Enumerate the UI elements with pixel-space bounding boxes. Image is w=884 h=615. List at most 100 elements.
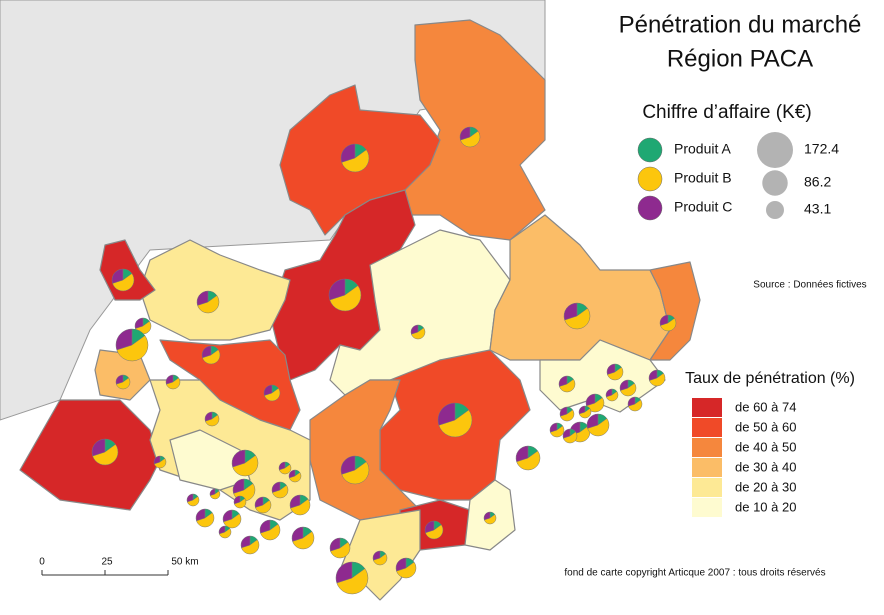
pie — [619, 379, 637, 397]
class-label: de 50 à 60 — [735, 419, 796, 434]
pie-slice — [205, 414, 220, 427]
region — [159, 339, 301, 431]
pie-slice — [112, 273, 135, 292]
pie-slice — [218, 525, 226, 535]
pie — [263, 384, 281, 402]
pie-slice — [341, 461, 370, 485]
size-legend-title: Chiffre d’affaire (K€) — [642, 102, 811, 123]
pie — [586, 413, 610, 437]
pie-slice — [201, 345, 212, 359]
pie-slice — [92, 444, 119, 466]
pie-slice — [153, 458, 167, 469]
pie-slice — [340, 143, 356, 163]
source: Source : Données fictives — [753, 280, 866, 291]
pie-slice — [111, 268, 124, 284]
pie-slice — [459, 126, 471, 141]
region — [139, 239, 291, 341]
pie-slice — [648, 369, 658, 381]
scale-label: 50 km — [171, 557, 198, 568]
product-label: Produit B — [674, 170, 732, 186]
pie-slice — [240, 535, 251, 549]
pie-slice — [186, 496, 200, 507]
pie-slice — [116, 377, 131, 390]
pie-slice — [330, 541, 351, 559]
pie-slice — [289, 494, 301, 509]
title: Région PACA — [667, 45, 813, 72]
pie-slice — [660, 317, 677, 332]
pie-slice — [290, 498, 311, 516]
pie-slice — [438, 409, 473, 438]
pie-slice — [578, 405, 586, 415]
neighbour-area — [0, 0, 546, 421]
pie — [549, 422, 565, 438]
pie-slice — [209, 488, 216, 496]
pie-slice — [425, 524, 444, 540]
pie — [410, 324, 426, 340]
pie — [605, 388, 619, 402]
pie — [240, 535, 260, 555]
class-label: de 40 à 50 — [735, 439, 796, 454]
pie-slice — [291, 526, 304, 542]
pie-slice — [241, 539, 260, 555]
pie-slice — [373, 553, 388, 566]
pie — [271, 481, 289, 499]
pie-slice — [336, 568, 369, 595]
class-swatch — [692, 398, 722, 417]
pie-slice — [659, 314, 669, 326]
pie — [91, 438, 119, 466]
pie-slice — [255, 499, 272, 514]
region — [19, 399, 161, 511]
pie-slice — [263, 384, 273, 396]
class-label: de 60 à 74 — [735, 399, 796, 414]
copyright: fond de carte copyright Articque 2007 : … — [564, 568, 825, 579]
pie-slice — [411, 327, 426, 340]
size-label: 43.1 — [804, 201, 831, 217]
pie-slice — [607, 366, 624, 381]
pie — [278, 461, 292, 475]
pie-slice — [166, 377, 181, 390]
pie-slice — [329, 285, 362, 312]
pie-slice — [424, 520, 435, 534]
pie-slice — [460, 130, 481, 148]
pie-slice — [619, 379, 629, 391]
pie — [328, 278, 362, 312]
size-circle — [757, 132, 793, 168]
size-circle — [766, 201, 784, 219]
pie — [515, 445, 541, 471]
region — [649, 261, 701, 361]
pie — [201, 345, 221, 365]
class-swatch — [692, 438, 722, 457]
pie-slice — [410, 324, 419, 335]
class-label: de 20 à 30 — [735, 479, 796, 494]
pie-slice — [222, 509, 233, 523]
scale-bar: 0 25 50 km — [39, 557, 199, 576]
pie-slice — [515, 445, 529, 463]
pie-slice — [586, 413, 599, 429]
size-label: 86.2 — [804, 174, 831, 190]
pie — [483, 511, 497, 525]
pie-slice — [115, 374, 124, 385]
pie-slice — [627, 396, 636, 407]
region — [539, 339, 666, 413]
pie — [558, 375, 576, 393]
pie — [459, 126, 481, 148]
pie-slice — [197, 295, 220, 314]
pie — [195, 508, 215, 528]
pie — [578, 405, 592, 419]
pie — [291, 526, 315, 550]
pie-slice — [232, 478, 245, 494]
pie-slice — [153, 455, 161, 465]
pie — [153, 455, 167, 469]
product-swatch — [637, 166, 663, 192]
pie-slice — [204, 411, 213, 422]
pie-slice — [562, 428, 571, 439]
pie — [233, 495, 247, 509]
pie — [585, 393, 605, 413]
pie-slice — [558, 375, 568, 387]
pie-slice — [395, 557, 407, 572]
pie-slice — [278, 464, 292, 475]
pie-slice — [578, 408, 592, 419]
pie-slice — [649, 372, 666, 387]
pie — [648, 369, 666, 387]
